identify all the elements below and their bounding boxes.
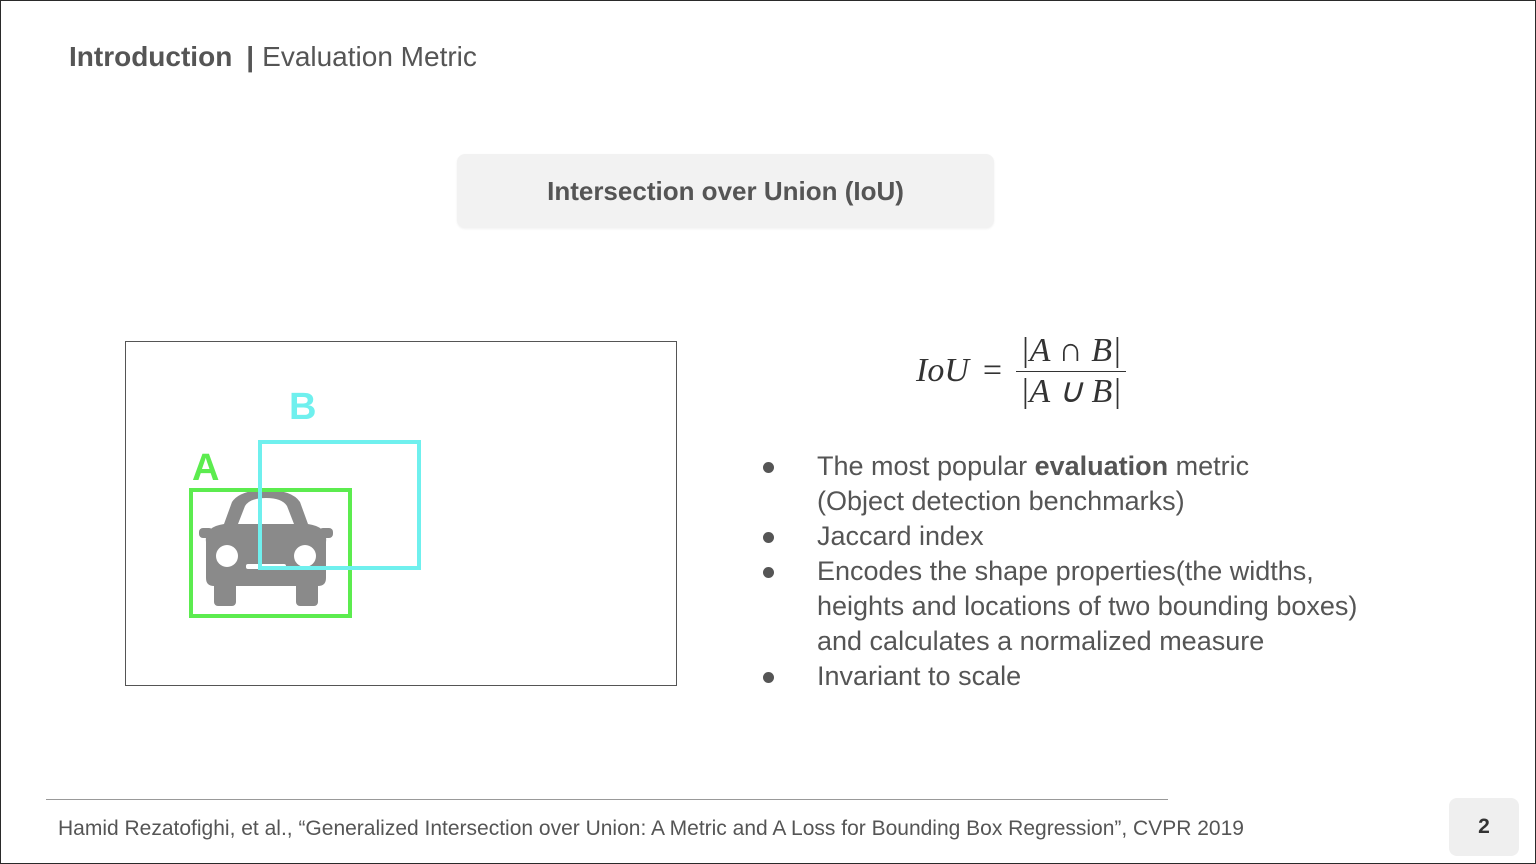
bullet-text: The most popular [817,451,1035,481]
bullet-text: metric [1168,451,1250,481]
bullet-item: Invariant to scale [761,659,1461,694]
formula-equals: = [982,352,1003,389]
footer-divider [46,799,1168,800]
page-number: 2 [1449,798,1519,856]
bullet-dot [763,462,774,473]
bullet-text: Jaccard index [817,521,984,551]
bullet-item: Encodes the shape properties(the widths,… [761,554,1461,659]
fraction-bar [1016,370,1126,372]
bounding-box-b [258,440,421,570]
label-b: B [289,386,316,428]
iou-illustration: A B [189,386,421,618]
bullet-emphasis: evaluation [1034,451,1169,481]
bullet-item: The most popular evaluation metric (Obje… [761,449,1461,519]
bullet-item: Jaccard index [761,519,1461,554]
bullet-dot [763,532,774,543]
bullet-text: heights and locations of two bounding bo… [817,591,1358,621]
bullet-text: (Object detection benchmarks) [817,486,1185,516]
slide-header: Introduction | Evaluation Metric [69,41,477,73]
iou-figure: A B [125,341,677,686]
header-subtitle: Evaluation Metric [262,41,477,72]
iou-formula: IoU = |A ∩ B| |A ∪ B| [916,326,1126,416]
formula-fraction: |A ∩ B| |A ∪ B| [1016,331,1126,412]
header-separator: | [246,41,255,72]
header-section: Introduction [69,41,233,72]
formula-numerator: |A ∩ B| [1020,331,1122,369]
bounding-box-a [189,488,352,618]
label-a: A [192,447,219,489]
bullet-dot [763,567,774,578]
bullet-text: and calculates a normalized measure [817,626,1265,656]
slide-title-box: Intersection over Union (IoU) [457,154,994,228]
bullet-text: Invariant to scale [817,661,1022,691]
bullet-text: Encodes the shape properties(the widths, [817,556,1314,586]
car-icon [199,490,333,606]
slide-title: Intersection over Union (IoU) [547,175,904,206]
bullet-dot [763,672,774,683]
bullet-list: The most popular evaluation metric (Obje… [761,449,1461,694]
citation: Hamid Rezatofighi, et al., “Generalized … [58,817,1244,840]
formula-denominator: |A ∪ B| [1020,372,1122,410]
formula-lhs: IoU [916,352,969,389]
